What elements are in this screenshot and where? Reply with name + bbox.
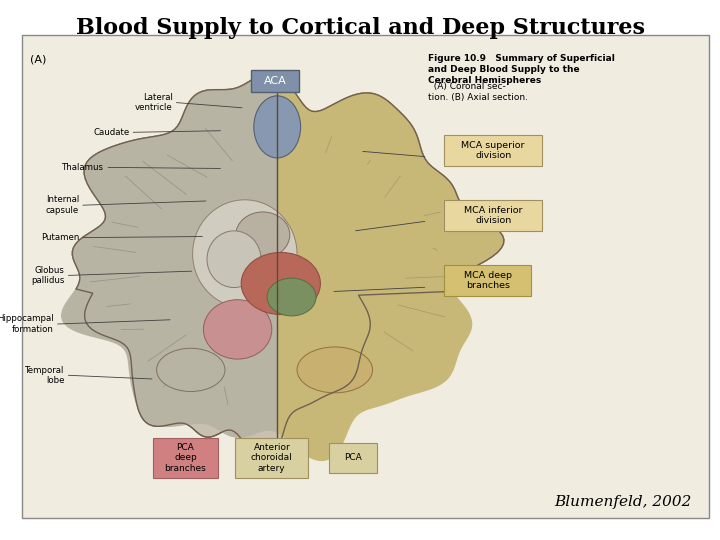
Text: Putamen: Putamen: [41, 233, 79, 242]
Text: Anterior
choroidal
artery: Anterior choroidal artery: [251, 443, 292, 473]
Text: PCA: PCA: [344, 454, 361, 462]
Text: MCA inferior
division: MCA inferior division: [464, 206, 523, 225]
Ellipse shape: [193, 200, 297, 308]
Text: Internal
capsule: Internal capsule: [46, 195, 79, 215]
Text: Figure 10.9   Summary of Superficial
and Deep Blood Supply to the
Cerebral Hemis: Figure 10.9 Summary of Superficial and D…: [428, 54, 616, 85]
Text: Globus
pallidus: Globus pallidus: [32, 266, 65, 285]
FancyBboxPatch shape: [444, 135, 542, 166]
Ellipse shape: [157, 348, 225, 392]
Polygon shape: [73, 74, 504, 460]
Text: Lateral
ventricle: Lateral ventricle: [135, 93, 173, 112]
FancyBboxPatch shape: [444, 200, 542, 231]
Ellipse shape: [297, 347, 373, 393]
FancyBboxPatch shape: [251, 70, 299, 92]
FancyBboxPatch shape: [153, 438, 218, 478]
Ellipse shape: [207, 231, 261, 287]
Text: Thalamus: Thalamus: [63, 163, 104, 172]
Polygon shape: [277, 76, 504, 461]
Text: Caudate: Caudate: [94, 128, 130, 137]
Text: Blood Supply to Cortical and Deep Structures: Blood Supply to Cortical and Deep Struct…: [76, 17, 644, 39]
Polygon shape: [62, 74, 277, 437]
Text: Hippocampal
formation: Hippocampal formation: [0, 314, 54, 334]
Text: MCA deep
branches: MCA deep branches: [464, 271, 512, 290]
Text: (A): (A): [30, 54, 47, 64]
FancyBboxPatch shape: [444, 265, 531, 296]
Ellipse shape: [267, 278, 316, 316]
Ellipse shape: [204, 300, 272, 359]
FancyBboxPatch shape: [235, 438, 308, 478]
Text: PCA
deep
branches: PCA deep branches: [165, 443, 206, 473]
Ellipse shape: [241, 252, 320, 314]
FancyBboxPatch shape: [329, 443, 377, 472]
Ellipse shape: [236, 212, 289, 258]
Text: ACA: ACA: [264, 76, 287, 86]
Text: (A) Coronal sec-
tion. (B) Axial section.: (A) Coronal sec- tion. (B) Axial section…: [428, 82, 528, 102]
Text: MCA superior
division: MCA superior division: [462, 141, 525, 160]
FancyBboxPatch shape: [22, 35, 709, 518]
Text: Blumenfeld, 2002: Blumenfeld, 2002: [554, 495, 691, 509]
Ellipse shape: [253, 96, 301, 158]
Text: Temporal
lobe: Temporal lobe: [25, 366, 65, 385]
